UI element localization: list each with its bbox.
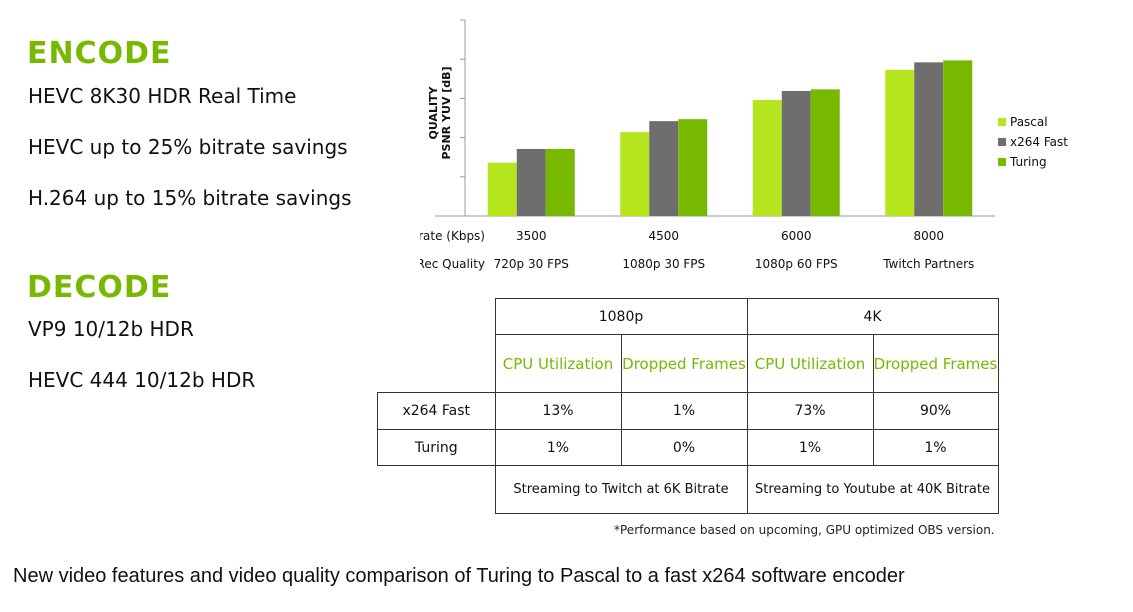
table-cell: 73%	[746, 392, 874, 430]
y-axis-label: PSNR YUV [dB]	[440, 66, 453, 159]
legend-swatch	[998, 138, 1006, 146]
decode-feature-1: VP9 10/12b HDR	[28, 317, 194, 341]
decode-heading: DECODE	[27, 270, 172, 305]
legend-label: Pascal	[1010, 115, 1048, 129]
table-corner	[378, 335, 496, 393]
table-cell: 90%	[872, 392, 999, 430]
table-cell: 1%	[620, 392, 748, 430]
table-note: Streaming to Youtube at 40K Bitrate	[746, 465, 999, 514]
table-subheader: Dropped Frames	[872, 334, 999, 393]
table-cell: 1%	[494, 429, 622, 466]
encode-heading: ENCODE	[27, 36, 172, 71]
bar-x264-fast	[649, 121, 679, 216]
bar-x264-fast	[914, 62, 944, 216]
bar-pascal	[487, 162, 517, 216]
table-row-label: Turing	[377, 429, 496, 466]
table-cell: 1%	[872, 429, 999, 466]
x-tick-label: 6000	[781, 229, 812, 243]
x-tick-label: 8000	[913, 229, 944, 243]
x-row-label: Bitrate (Kbps)	[420, 229, 485, 243]
x-tick-label: 4500	[648, 229, 679, 243]
bar-turing	[810, 89, 840, 216]
caption: New video features and video quality com…	[13, 565, 905, 587]
legend-swatch	[998, 158, 1006, 166]
decode-feature-2: HEVC 444 10/12b HDR	[28, 368, 256, 392]
legend-label: Turing	[1009, 155, 1047, 169]
table-subheader: CPU Utilization	[746, 334, 874, 393]
bar-turing	[943, 60, 973, 216]
bar-pascal	[752, 99, 782, 216]
bar-turing	[545, 148, 575, 216]
legend-label: x264 Fast	[1010, 135, 1068, 149]
table-group-header: 4K	[746, 298, 999, 335]
y-axis-label: QUALITY	[427, 85, 440, 139]
table-group-header: 1080p	[494, 298, 748, 335]
bar-x264-fast	[781, 90, 811, 216]
table-note: Streaming to Twitch at 6K Bitrate	[494, 465, 748, 514]
table-cell: 0%	[620, 429, 748, 466]
encode-feature-1: HEVC 8K30 HDR Real Time	[28, 84, 297, 108]
table-cell: 1%	[746, 429, 874, 466]
table-corner	[378, 466, 496, 514]
bar-x264-fast	[516, 148, 546, 216]
x-tick-label: 3500	[516, 229, 547, 243]
x-row-label: Twitch Rec Quality	[420, 257, 485, 271]
legend-swatch	[998, 118, 1006, 126]
quality-label: Twitch Partners	[882, 257, 974, 271]
table-subheader: Dropped Frames	[620, 334, 748, 393]
quality-label: 1080p 30 FPS	[622, 257, 705, 271]
table-corner	[378, 299, 496, 335]
encode-feature-2: HEVC up to 25% bitrate savings	[28, 135, 348, 159]
table-row-label: x264 Fast	[377, 392, 496, 430]
table-cell: 13%	[494, 392, 622, 430]
quality-label: 1080p 60 FPS	[755, 257, 838, 271]
bar-turing	[678, 119, 708, 216]
bar-pascal	[620, 132, 650, 216]
cpu-utilization-table: 1080p 4K CPU Utilization Dropped Frames …	[377, 298, 999, 514]
table-subheader: CPU Utilization	[494, 334, 622, 393]
encode-feature-3: H.264 up to 15% bitrate savings	[28, 186, 352, 210]
footnote: *Performance based on upcoming, GPU opti…	[614, 523, 995, 537]
bar-pascal	[885, 69, 915, 216]
quality-label: 720p 30 FPS	[494, 257, 569, 271]
